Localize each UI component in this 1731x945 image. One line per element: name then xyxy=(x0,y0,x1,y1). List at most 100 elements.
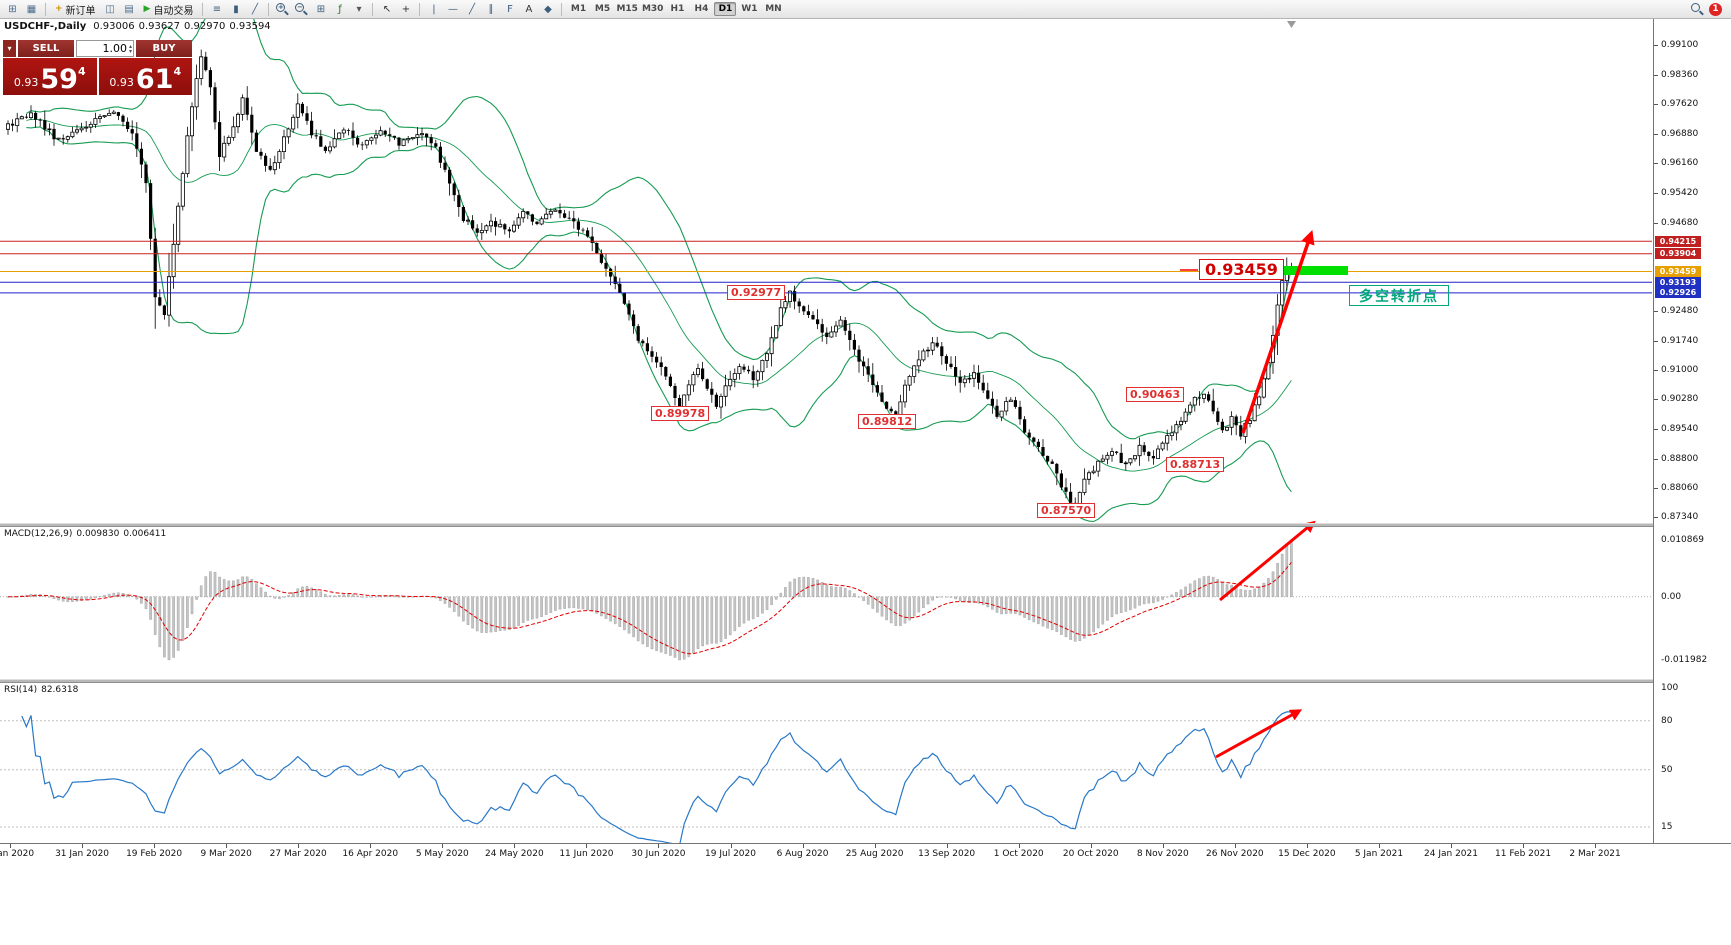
price-annotation[interactable]: 0.93459 xyxy=(1199,259,1284,280)
market-watch-icon[interactable]: ▤ xyxy=(124,3,134,15)
candlestick-series[interactable] xyxy=(6,49,1294,516)
date-axis-tick xyxy=(226,844,228,848)
rsi-name: RSI(14) xyxy=(4,685,38,695)
trendline-icon[interactable]: ╱ xyxy=(468,3,475,15)
bar-chart-type-icon[interactable]: ≡ xyxy=(212,3,222,15)
date-axis-label: 9 Mar 2020 xyxy=(200,849,252,859)
equidistant-channel-icon[interactable]: ∥ xyxy=(488,3,494,15)
price-axis-tick xyxy=(1654,488,1658,490)
sell-button[interactable]: SELL xyxy=(18,40,74,57)
price-annotation[interactable]: 0.87570 xyxy=(1037,503,1096,518)
timeframe-m5[interactable]: M5 xyxy=(594,4,611,14)
vertical-line-icon[interactable]: | xyxy=(432,3,436,15)
timeframe-w1[interactable]: W1 xyxy=(741,4,758,14)
chart-shift-marker xyxy=(1287,21,1296,28)
toolbar: ⊞ ▦ + 新订单 ◫ ▤ ▶ 自动交易 ≡ ▮ ╱ + − ⊞ ƒ ▾ ↖ + | — ╱ ∥ F A ◆ M1 M5 M15 M30… xyxy=(0,0,1731,19)
new-chart-icon[interactable]: ⊞ xyxy=(8,3,17,15)
sell-price-big: 59 xyxy=(40,64,78,95)
date-axis-label: 19 Feb 2020 xyxy=(126,849,183,859)
one-click-collapse-arrow[interactable]: ▾ xyxy=(3,40,16,57)
trend-arrow-rsi[interactable] xyxy=(1215,709,1303,759)
chart-window-icon[interactable]: ◫ xyxy=(105,3,115,15)
rsi-line[interactable] xyxy=(21,711,1292,846)
trend-arrow-macd[interactable] xyxy=(1219,520,1316,602)
date-axis-tick xyxy=(1523,844,1525,848)
timeframe-m15[interactable]: M15 xyxy=(616,4,638,14)
zoom-in-icon[interactable]: + xyxy=(274,2,291,17)
price-axis-tick xyxy=(1654,310,1658,312)
price-annotation[interactable]: 0.89978 xyxy=(651,406,710,421)
price-axis[interactable]: 0.99100 0.98360 0.97620 0.96880 0.96160 0.954… xyxy=(1653,19,1731,843)
date-axis-tick xyxy=(370,844,372,848)
price-axis-label: 0.90280 xyxy=(1661,394,1699,405)
date-axis-tick xyxy=(1018,844,1020,848)
bull-candles xyxy=(6,56,1294,506)
price-axis-label: 0.96160 xyxy=(1661,158,1699,169)
indicators-dropdown-icon[interactable]: ▾ xyxy=(356,3,362,15)
cursor-icon[interactable]: ↖ xyxy=(382,3,392,15)
timeframe-h4[interactable]: H4 xyxy=(694,4,709,14)
zoom-out-icon: − xyxy=(295,2,309,16)
panel-separator[interactable] xyxy=(0,679,1731,683)
date-axis-label: 20 Oct 2020 xyxy=(1062,849,1119,859)
turning-point-label[interactable]: 多空转折点 xyxy=(1349,285,1449,306)
search-icon-glyph xyxy=(1691,2,1704,16)
tile-windows-icon[interactable]: ⊞ xyxy=(316,3,326,15)
price-axis-tick xyxy=(1654,399,1658,401)
volume-stepper[interactable]: ▴ ▾ xyxy=(128,42,132,55)
candlestick-type-icon[interactable]: ▮ xyxy=(233,3,239,15)
date-axis-label: 15 Dec 2020 xyxy=(1278,849,1336,859)
autotrade-button[interactable]: ▶ 自动交易 xyxy=(140,2,198,17)
price-annotation[interactable]: 0.92977 xyxy=(727,285,786,300)
rsi-axis-label: 50 xyxy=(1661,764,1673,775)
timeframe-m1[interactable]: M1 xyxy=(570,4,587,14)
buy-price-panel[interactable]: 0.93 61 4 xyxy=(98,58,192,95)
autotrade-button-icon: ▶ xyxy=(143,4,151,14)
notification-badge[interactable]: 1 xyxy=(1709,2,1722,16)
timeframe-h1[interactable]: H1 xyxy=(670,4,685,14)
trend-arrow-main[interactable] xyxy=(1241,230,1315,434)
crosshair-icon[interactable]: + xyxy=(401,3,411,15)
macd-signal-line[interactable] xyxy=(8,562,1292,655)
highlight-bar[interactable] xyxy=(1276,266,1348,275)
text-label-icon[interactable]: A xyxy=(525,3,533,15)
zoom-out-icon[interactable]: − xyxy=(293,2,310,17)
date-axis-tick xyxy=(10,844,11,848)
macd-histogram[interactable] xyxy=(6,539,1293,661)
rsi-axis-label: 15 xyxy=(1661,821,1673,832)
chart-profiles-icon[interactable]: ▦ xyxy=(26,3,37,15)
date-axis-tick xyxy=(1162,844,1164,848)
rsi-axis-label: 100 xyxy=(1661,683,1679,693)
fibonacci-icon[interactable]: F xyxy=(507,3,513,15)
new-order-button[interactable]: + 新订单 xyxy=(51,2,100,17)
horizontal-line-icon[interactable]: — xyxy=(447,3,458,15)
price-annotation[interactable]: 0.90463 xyxy=(1126,387,1185,402)
price-level-tag: 0.92926 xyxy=(1655,287,1701,299)
search-icon[interactable] xyxy=(1689,2,1706,17)
price-axis-tick xyxy=(1654,428,1658,430)
arrows-tool-icon[interactable]: ◆ xyxy=(544,3,552,15)
timeframe-mn[interactable]: MN xyxy=(765,4,782,14)
volume-down-icon[interactable]: ▾ xyxy=(128,47,132,55)
sell-price-pip: 4 xyxy=(77,65,86,78)
bollinger-bands[interactable] xyxy=(26,0,1292,523)
date-axis-tick xyxy=(514,844,516,848)
price-annotation[interactable]: 0.88713 xyxy=(1166,457,1225,472)
date-axis[interactable]: 8 Jan 2020 31 Jan 2020 19 Feb 2020 9 Mar 20… xyxy=(0,843,1731,863)
price-axis-label: 0.95420 xyxy=(1661,187,1699,198)
indicators-icon[interactable]: ƒ xyxy=(338,3,342,15)
date-axis-tick xyxy=(802,844,804,848)
volume-up-icon[interactable]: ▴ xyxy=(128,42,132,50)
macd-name: MACD(12,26,9) xyxy=(4,529,73,539)
sell-price-panel[interactable]: 0.93 59 4 xyxy=(3,58,97,95)
volume-input[interactable]: 1.00 ▴ ▾ xyxy=(76,40,134,57)
date-axis-label: 8 Nov 2020 xyxy=(1136,849,1189,859)
buy-button[interactable]: BUY xyxy=(136,40,192,57)
panel-separator[interactable] xyxy=(0,523,1731,527)
timeframe-d1[interactable]: D1 xyxy=(714,2,737,16)
price-annotation[interactable]: 0.89812 xyxy=(858,414,917,429)
line-chart-type-icon[interactable]: ╱ xyxy=(251,3,258,15)
new-order-button-label: 新订单 xyxy=(65,5,96,17)
timeframe-m30[interactable]: M30 xyxy=(641,4,664,14)
